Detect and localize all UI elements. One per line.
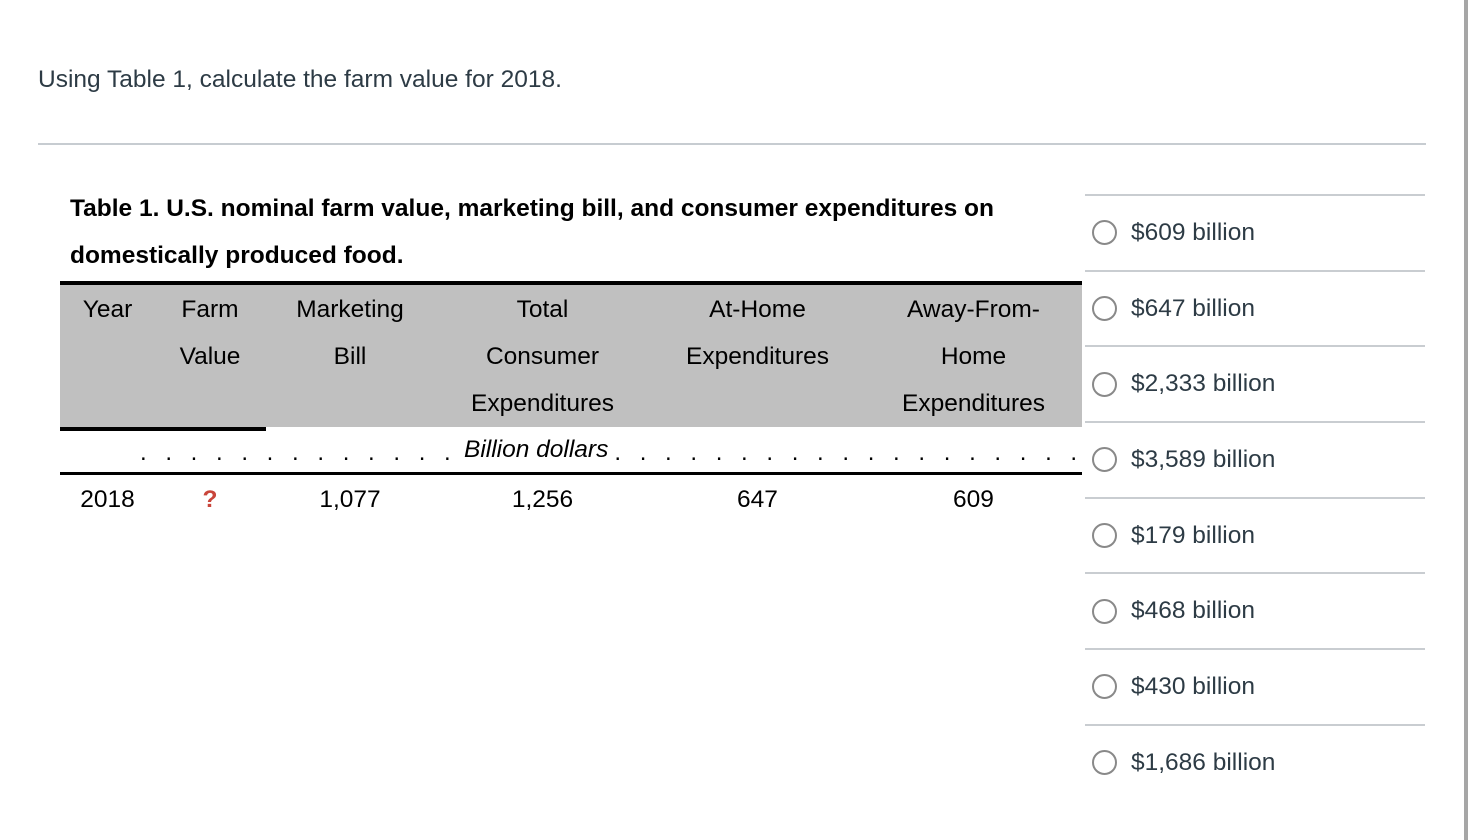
- units-row: . . . . . . . . . . . . . . . . . Billio…: [60, 427, 1082, 472]
- units-label: Billion dollars: [464, 435, 609, 463]
- answer-option-6[interactable]: $468 billion: [1085, 572, 1425, 648]
- radio-button-icon[interactable]: [1092, 220, 1117, 246]
- dot-leader-left: . . . . . . . . . . . . . . . . .: [140, 438, 458, 466]
- vertical-scrollbar[interactable]: [1464, 0, 1468, 840]
- cell-away-from-home-expenditures: 609: [953, 486, 994, 513]
- table-top-border: [60, 281, 1082, 285]
- radio-button-icon[interactable]: [1092, 750, 1117, 776]
- question-divider: [38, 143, 1426, 145]
- col-header-away-from-home-expenditures: Away-From- Home Expenditures: [901, 296, 1045, 417]
- header-partial-rule: [60, 427, 266, 431]
- col-header-marketing-bill: Marketing Bill: [296, 296, 404, 370]
- radio-button-icon[interactable]: [1092, 598, 1117, 624]
- answer-option-label: $1,686 billion: [1131, 748, 1276, 776]
- radio-button-icon[interactable]: [1092, 371, 1117, 397]
- col-header-at-home-expenditures: At-Home Expenditures: [685, 296, 829, 370]
- radio-button-icon[interactable]: [1092, 523, 1117, 549]
- answer-option-label: $647 billion: [1131, 294, 1255, 322]
- dot-leader-right: . . . . . . . . . . . . . . . . . . . . …: [614, 438, 1082, 466]
- table-title: Table 1. U.S. nominal farm value, market…: [70, 195, 994, 269]
- answer-option-label: $3,589 billion: [1131, 445, 1276, 473]
- cell-at-home-expenditures: 647: [737, 486, 778, 513]
- answer-option-label: $430 billion: [1131, 672, 1255, 700]
- radio-button-icon[interactable]: [1092, 296, 1117, 322]
- question-text: Using Table 1, calculate the farm value …: [38, 66, 562, 93]
- col-header-farm-value: Farm Value: [179, 296, 241, 370]
- answer-option-label: $609 billion: [1131, 218, 1255, 246]
- answer-option-label: $179 billion: [1131, 521, 1255, 549]
- table-row: 2018 ? 1,077 1,256 647 609: [60, 475, 1082, 525]
- cell-total-consumer-expenditures: 1,256: [511, 486, 574, 513]
- cell-farm-value-unknown: ?: [202, 486, 218, 513]
- col-header-year: Year: [82, 296, 133, 323]
- col-header-total-consumer-expenditures: Total Consumer Expenditures: [470, 296, 614, 417]
- table-mid-border: [60, 472, 1082, 475]
- answer-option-label: $468 billion: [1131, 597, 1255, 625]
- table-1: Table 1. U.S. nominal farm value, market…: [60, 185, 1082, 525]
- radio-button-icon[interactable]: [1092, 447, 1117, 473]
- cell-year: 2018: [80, 486, 135, 513]
- answer-option-4[interactable]: $3,589 billion: [1085, 421, 1425, 497]
- radio-button-icon[interactable]: [1092, 674, 1117, 700]
- answer-option-8[interactable]: $1,686 billion: [1085, 723, 1425, 800]
- answer-option-2[interactable]: $647 billion: [1085, 269, 1425, 346]
- answer-option-1[interactable]: $609 billion: [1085, 194, 1425, 270]
- answer-option-label: $2,333 billion: [1131, 370, 1276, 398]
- answer-options: $609 billion $647 billion $2,333 billion…: [1085, 194, 1425, 800]
- answer-option-7[interactable]: $430 billion: [1085, 648, 1425, 724]
- cell-marketing-bill: 1,077: [319, 486, 381, 513]
- answer-option-3[interactable]: $2,333 billion: [1085, 345, 1425, 421]
- answer-option-5[interactable]: $179 billion: [1085, 496, 1425, 573]
- table-header-row: Year Farm Value Marketing Bill Total Con…: [60, 285, 1082, 427]
